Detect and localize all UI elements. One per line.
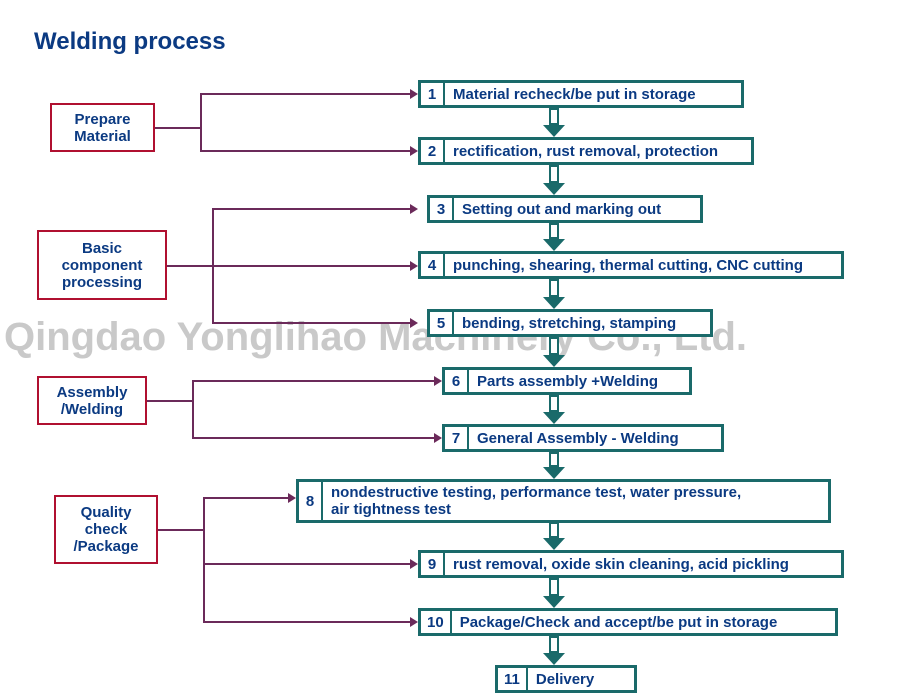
phase-basic-component-processing: Basiccomponentprocessing: [37, 230, 167, 300]
step-label: Material recheck/be put in storage: [445, 83, 741, 105]
step-number: 7: [445, 427, 469, 449]
step-9: 9rust removal, oxide skin cleaning, acid…: [418, 550, 844, 578]
step-1: 1Material recheck/be put in storage: [418, 80, 744, 108]
step-number: 9: [421, 553, 445, 575]
phase-prepare-material: PrepareMaterial: [50, 103, 155, 152]
down-arrow: [543, 636, 565, 665]
connector-trunk: [192, 380, 194, 437]
step-number: 6: [445, 370, 469, 392]
phase-quality-check-package: Qualitycheck/Package: [54, 495, 158, 564]
connector-arrow-tip: [410, 89, 418, 99]
step-number: 10: [421, 611, 452, 633]
connector-arrow-tip: [288, 493, 296, 503]
down-arrow: [543, 337, 565, 367]
step-7: 7General Assembly - Welding: [442, 424, 724, 452]
connector-stub: [158, 529, 203, 531]
connector-arrow-tip: [434, 376, 442, 386]
connector-branch: [212, 265, 412, 267]
connector-trunk: [200, 93, 202, 150]
connector-stub: [147, 400, 192, 402]
connector-branch: [212, 322, 412, 324]
step-label: Setting out and marking out: [454, 198, 700, 220]
step-label: nondestructive testing, performance test…: [323, 482, 828, 520]
connector-branch: [192, 380, 436, 382]
step-number: 8: [299, 482, 323, 520]
down-arrow: [543, 223, 565, 251]
down-arrow: [543, 108, 565, 137]
connector-arrow-tip: [410, 204, 418, 214]
step-6: 6Parts assembly +Welding: [442, 367, 692, 395]
down-arrow: [543, 522, 565, 550]
step-2: 2rectification, rust removal, protection: [418, 137, 754, 165]
down-arrow: [543, 279, 565, 309]
step-label: bending, stretching, stamping: [454, 312, 710, 334]
step-5: 5bending, stretching, stamping: [427, 309, 713, 337]
step-8: 8nondestructive testing, performance tes…: [296, 479, 831, 523]
down-arrow: [543, 452, 565, 479]
step-label: punching, shearing, thermal cutting, CNC…: [445, 254, 841, 276]
step-label: Parts assembly +Welding: [469, 370, 689, 392]
step-label: Package/Check and accept/be put in stora…: [452, 611, 835, 633]
step-label: General Assembly - Welding: [469, 427, 721, 449]
down-arrow: [543, 395, 565, 424]
connector-arrow-tip: [410, 261, 418, 271]
connector-branch: [203, 497, 290, 499]
connector-stub: [167, 265, 212, 267]
connector-arrow-tip: [434, 433, 442, 443]
connector-trunk: [203, 497, 205, 621]
down-arrow: [543, 165, 565, 195]
connector-branch: [200, 150, 412, 152]
step-label: rust removal, oxide skin cleaning, acid …: [445, 553, 841, 575]
step-label: rectification, rust removal, protection: [445, 140, 751, 162]
connector-branch: [192, 437, 436, 439]
connector-stub: [155, 127, 200, 129]
step-number: 11: [498, 668, 528, 690]
step-number: 4: [421, 254, 445, 276]
connector-branch: [203, 621, 412, 623]
connector-branch: [203, 563, 412, 565]
connector-branch: [212, 208, 412, 210]
connector-arrow-tip: [410, 559, 418, 569]
step-10: 10Package/Check and accept/be put in sto…: [418, 608, 838, 636]
step-number: 2: [421, 140, 445, 162]
connector-branch: [200, 93, 412, 95]
step-number: 1: [421, 83, 445, 105]
connector-arrow-tip: [410, 318, 418, 328]
connector-arrow-tip: [410, 146, 418, 156]
page-title: Welding process: [34, 28, 226, 56]
step-11: 11Delivery: [495, 665, 637, 693]
connector-arrow-tip: [410, 617, 418, 627]
step-4: 4punching, shearing, thermal cutting, CN…: [418, 251, 844, 279]
phase-assembly-welding: Assembly/Welding: [37, 376, 147, 425]
down-arrow: [543, 578, 565, 608]
step-number: 3: [430, 198, 454, 220]
step-number: 5: [430, 312, 454, 334]
step-3: 3Setting out and marking out: [427, 195, 703, 223]
step-label: Delivery: [528, 668, 634, 690]
